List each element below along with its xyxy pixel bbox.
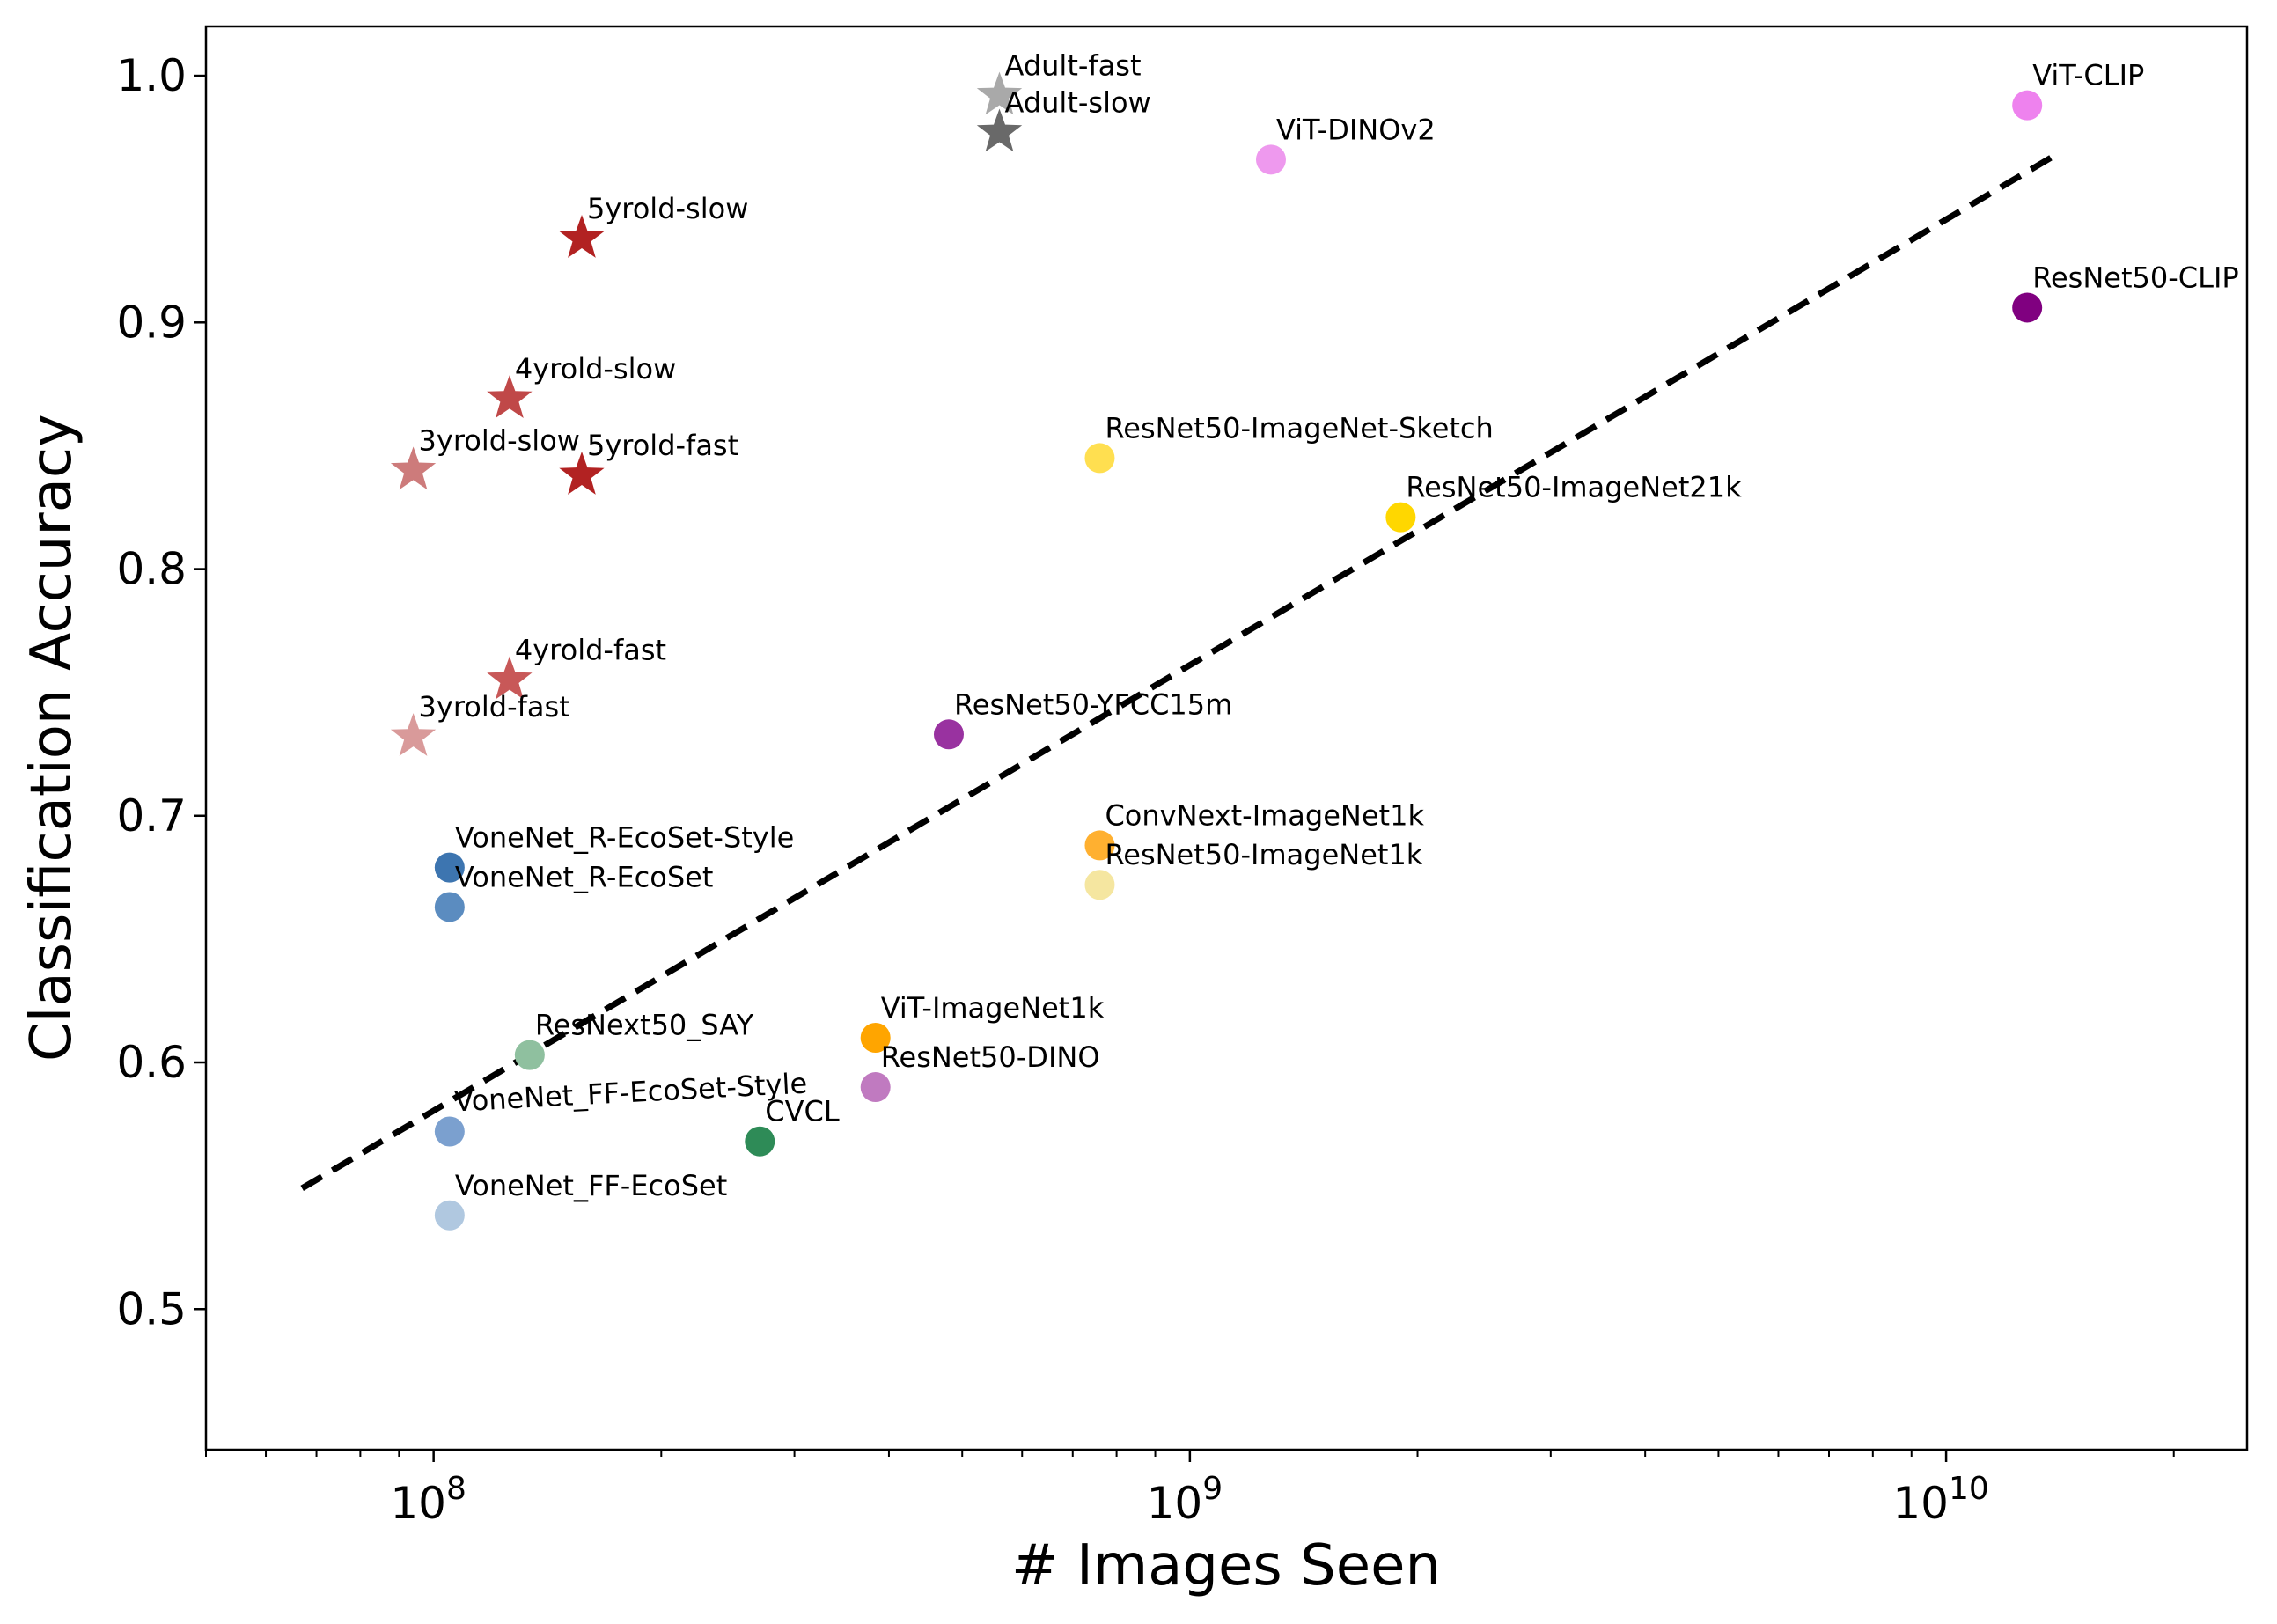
point-marker-vonenet-ff-ecoset-style: [434, 1116, 465, 1147]
point-label-resnet50-clip: ResNet50-CLIP: [2032, 261, 2239, 294]
y-axis: 0.5 0.6 0.7 0.8 0.9 1.0: [116, 50, 206, 1334]
point-marker-cvcl: [745, 1126, 775, 1157]
point-label-resnext50-say: ResNext50_SAY: [535, 1009, 754, 1042]
fit-line: [300, 154, 2054, 1191]
star-marker-4yrold-fast: [487, 656, 533, 700]
point-label-cvcl: CVCL: [765, 1095, 840, 1128]
point-label-resnet50-imagenet21k: ResNet50-ImageNet21k: [1406, 471, 1742, 504]
star-marker-adult-slow: [976, 108, 1023, 152]
point-marker-resnet50-imagenet21k: [1385, 502, 1416, 533]
point-label-5yrold-slow: 5yrold-slow: [587, 192, 748, 225]
y-axis-label: Classification Accuracy: [19, 414, 84, 1062]
plot-frame: [204, 25, 2249, 1451]
x-tick-label: 109: [1147, 1471, 1223, 1529]
point-label-vonenet-ff-ecoset: VoneNet_FF-EcoSet: [455, 1169, 727, 1202]
x-axis-label: # Images Seen: [1011, 1533, 1441, 1598]
x-tick-label: 1010: [1892, 1471, 1988, 1529]
y-tick-label: 0.9: [116, 297, 187, 348]
star-marker-3yrold-fast: [390, 713, 437, 756]
point-marker-resnet50-imagenet1k: [1084, 870, 1115, 900]
y-tick-label: 0.7: [116, 790, 187, 841]
point-marker-resnet50-dino: [860, 1072, 891, 1103]
point-label-4yrold-slow: 4yrold-slow: [515, 352, 676, 386]
point-marker-vonenet-ff-ecoset: [434, 1200, 465, 1231]
point-marker-resnet50-imagenet-sketch: [1084, 443, 1115, 474]
y-tick-label: 0.5: [116, 1283, 187, 1334]
point-label-3yrold-fast: 3yrold-fast: [419, 690, 570, 724]
star-marker-adult-fast: [976, 71, 1023, 115]
star-marker-5yrold-slow: [559, 215, 605, 258]
point-marker-vonenet-r-ecoset-style: [434, 852, 465, 883]
point-marker-vit-imagenet1k: [860, 1022, 891, 1053]
plot-area: Adult-fast Adult-slow 5yrold-slow 4yrold-sl…: [300, 48, 2239, 1231]
point-label-convnext-imagenet1k: ConvNext-ImageNet1k: [1105, 798, 1424, 832]
point-label-adult-fast: Adult-fast: [1005, 48, 1142, 82]
star-marker-4yrold-slow: [487, 375, 533, 418]
point-label-resnet50-imagenet-sketch: ResNet50-ImageNet-Sketch: [1105, 411, 1493, 445]
point-label-resnet50-yfcc15m: ResNet50-YFCC15m: [954, 687, 1232, 721]
point-marker-resnet50-clip: [2012, 292, 2043, 323]
point-label-vit-imagenet1k: ViT-ImageNet1k: [881, 991, 1105, 1025]
star-marker-3yrold-slow: [390, 446, 437, 490]
point-label-5yrold-fast: 5yrold-fast: [587, 429, 738, 462]
point-marker-resnext50-say: [514, 1040, 545, 1070]
y-tick-label: 1.0: [116, 50, 187, 101]
point-marker-vit-clip: [2012, 90, 2043, 121]
point-marker-convnext-imagenet1k: [1084, 830, 1115, 861]
point-marker-vit-dinov2: [1255, 144, 1286, 175]
x-axis: 108 109 1010: [205, 1450, 2175, 1529]
x-tick-label: 108: [390, 1471, 466, 1529]
y-tick-label: 0.8: [116, 544, 187, 595]
point-label-4yrold-fast: 4yrold-fast: [515, 634, 666, 667]
point-marker-resnet50-yfcc15m: [933, 719, 964, 750]
point-label-adult-slow: Adult-slow: [1005, 86, 1151, 120]
y-tick-label: 0.6: [116, 1037, 187, 1088]
point-label-vit-dinov2: ViT-DINOv2: [1276, 113, 1436, 146]
point-label-3yrold-slow: 3yrold-slow: [419, 423, 580, 457]
point-marker-vonenet-r-ecoset: [434, 892, 465, 922]
point-label-resnet50-imagenet1k: ResNet50-ImageNet1k: [1105, 838, 1422, 871]
point-label-vit-clip: ViT-CLIP: [2032, 59, 2144, 92]
point-label-vonenet-r-ecoset-style: VoneNet_R-EcoSet-Style: [455, 821, 794, 855]
point-label-vonenet-r-ecoset: VoneNet_R-EcoSet: [455, 860, 714, 893]
star-marker-5yrold-fast: [559, 452, 605, 495]
point-label-resnet50-dino: ResNet50-DINO: [881, 1040, 1100, 1074]
